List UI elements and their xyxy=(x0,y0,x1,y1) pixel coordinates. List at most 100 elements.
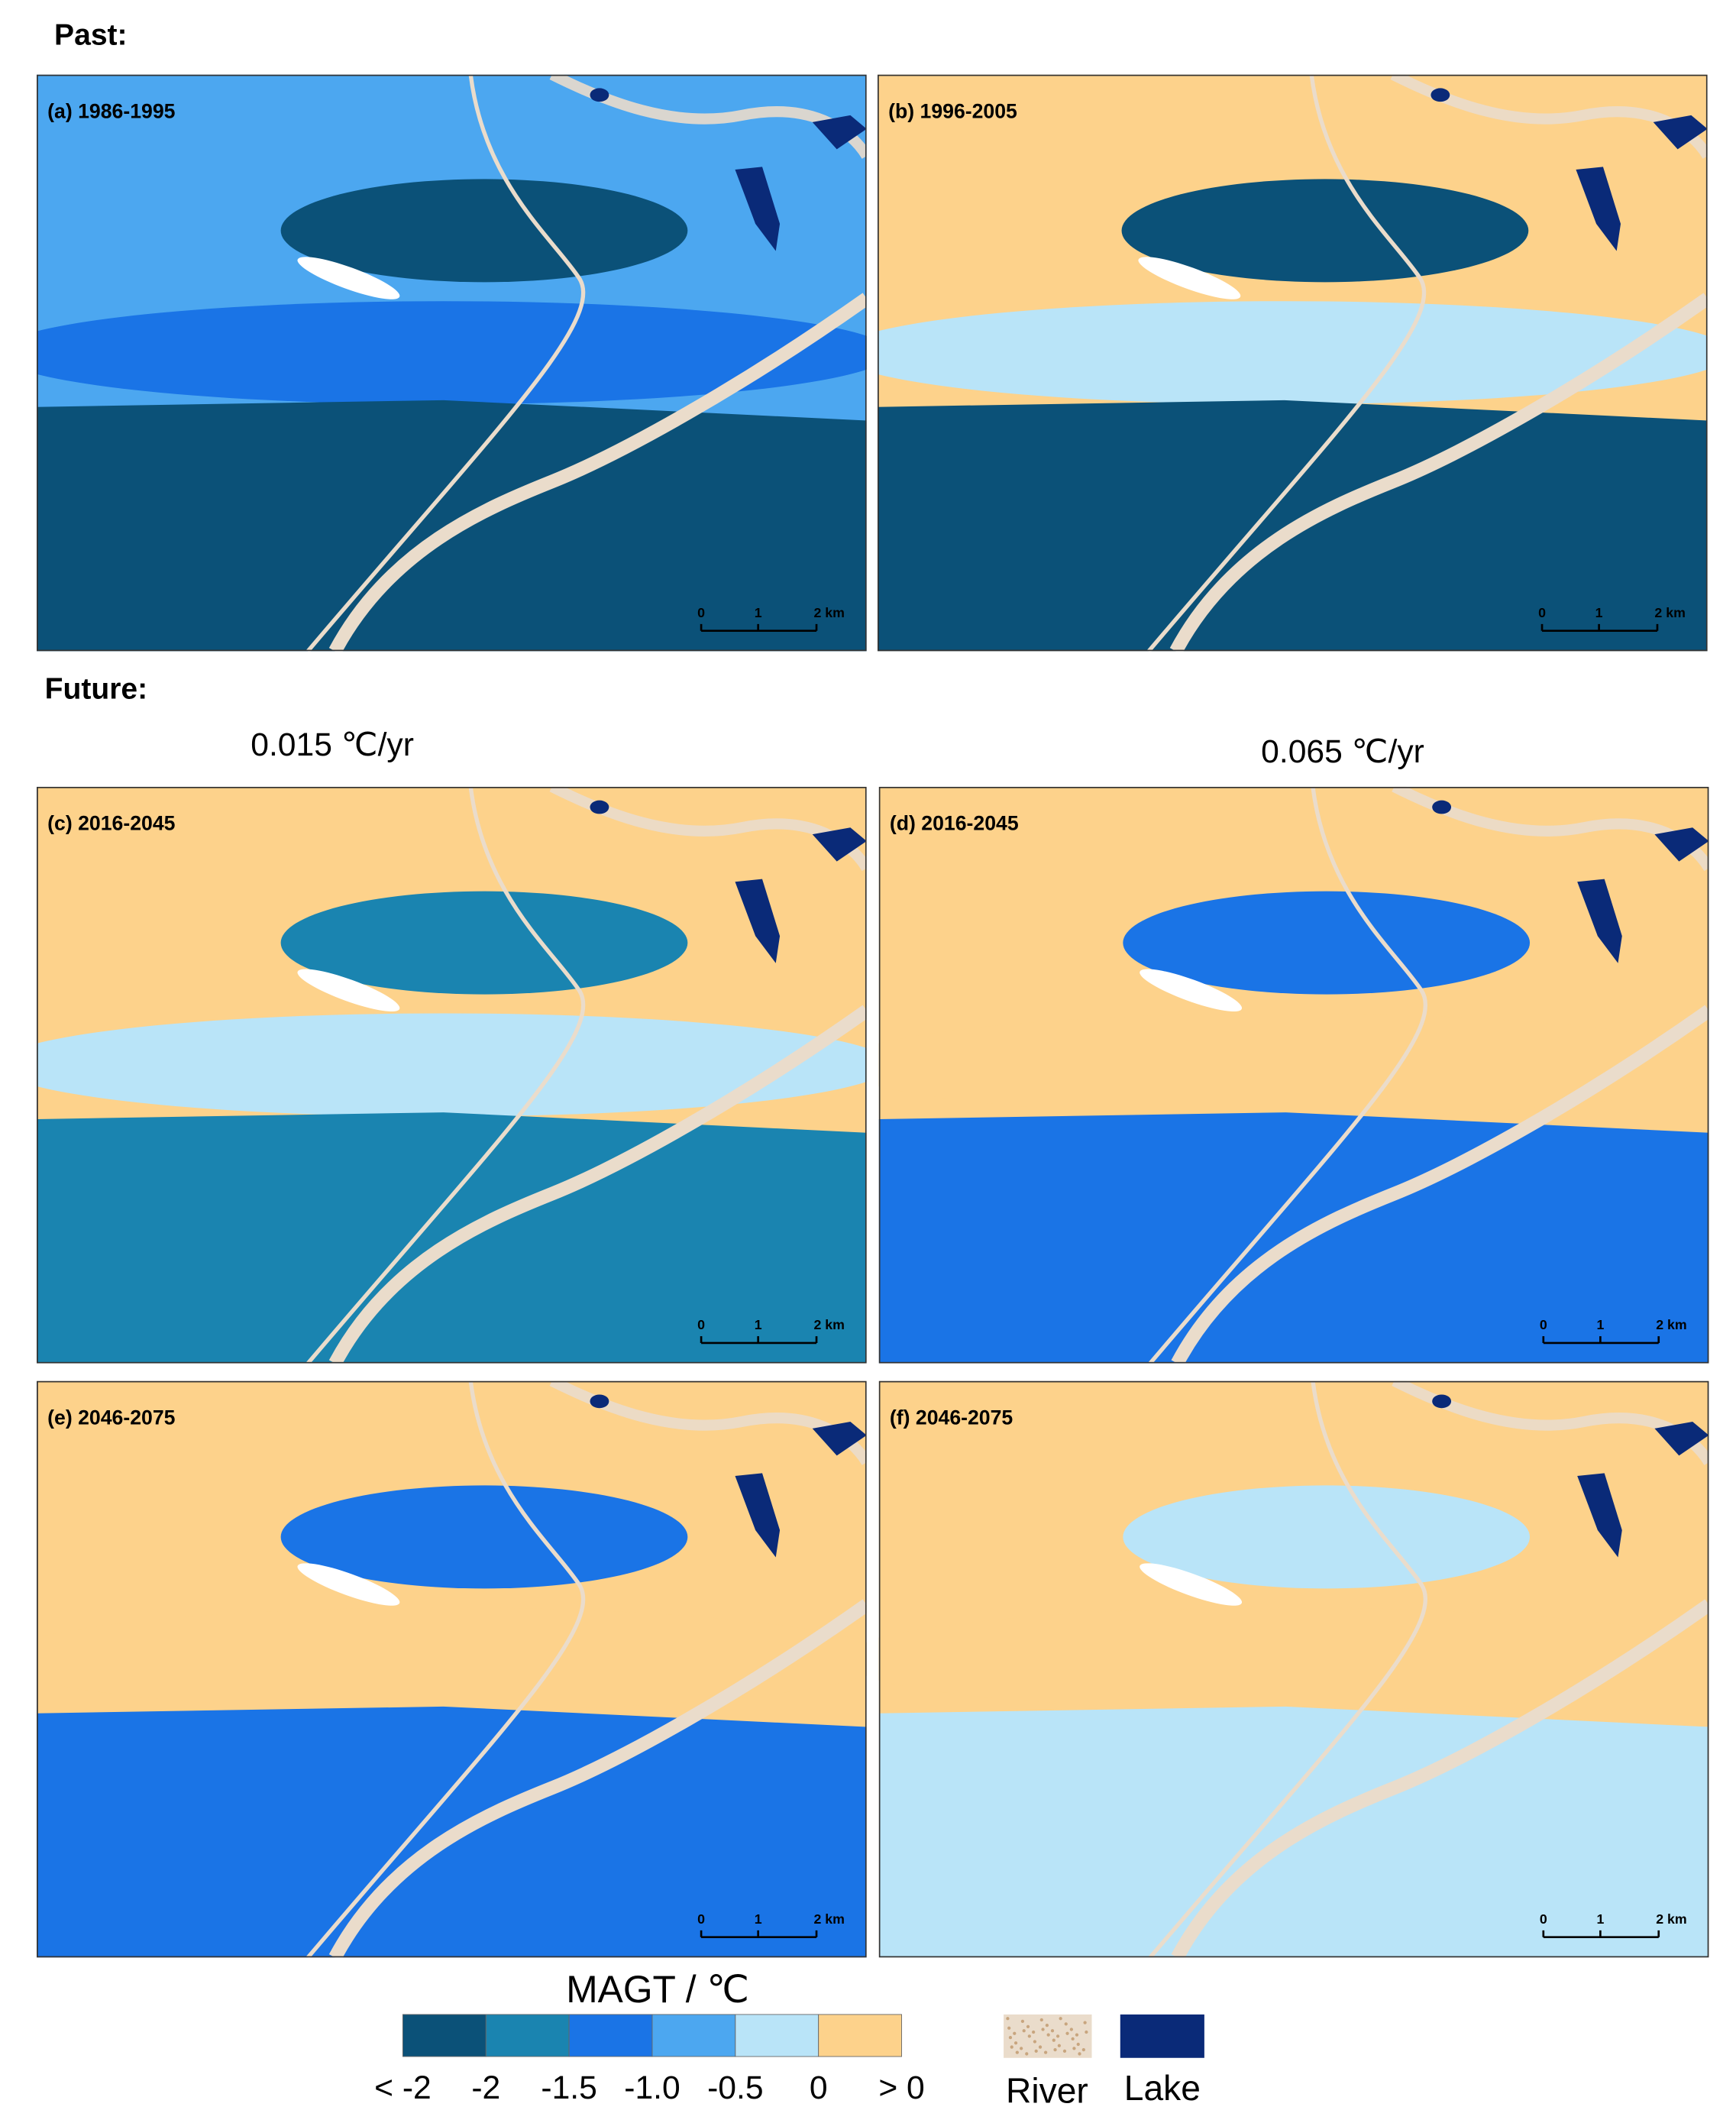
river-dot xyxy=(1050,2029,1055,2033)
lake xyxy=(1432,800,1452,814)
river-dot xyxy=(1081,2047,1085,2052)
scale-bar-label: 2 km xyxy=(813,1911,844,1927)
scenario-label: 0.015 ℃/yr xyxy=(251,727,414,763)
map-region xyxy=(1121,179,1529,283)
river-dot xyxy=(1085,2030,1088,2034)
river-dot xyxy=(1041,2028,1045,2031)
lake xyxy=(1431,88,1450,102)
panel-label: (f) 2046-2075 xyxy=(890,1406,1013,1429)
glacier xyxy=(1138,257,1241,299)
legend-swatch xyxy=(735,2014,820,2057)
river-dot xyxy=(1059,2017,1062,2021)
scale-bar-label: 0 xyxy=(697,1911,705,1927)
map-panel: (e) 2046-2075 0 1 2 km xyxy=(36,1380,867,1958)
legend-label: 0 xyxy=(810,2070,828,2106)
river-dot xyxy=(1057,2044,1062,2047)
map-region xyxy=(1123,891,1531,995)
river-dot xyxy=(1075,2033,1079,2037)
legend-swatch xyxy=(485,2014,570,2057)
river-dot xyxy=(1038,2045,1043,2049)
river xyxy=(328,1599,867,1958)
scale-bar-label: 0 xyxy=(1540,1911,1547,1927)
scale-bar-label: 1 xyxy=(1595,605,1603,620)
river xyxy=(306,786,586,1364)
lake xyxy=(735,1473,781,1558)
lake xyxy=(590,88,609,102)
panel-frame xyxy=(877,74,1708,652)
map-region xyxy=(1123,1485,1531,1589)
river-dot xyxy=(1043,2050,1048,2054)
lake xyxy=(590,800,609,814)
river-dot xyxy=(1056,2034,1060,2038)
lake xyxy=(1577,1473,1622,1558)
scale-bar-label: 0 xyxy=(697,1317,705,1332)
map-region xyxy=(280,179,688,283)
panel-frame xyxy=(878,1380,1709,1958)
map-region xyxy=(878,1607,1709,1711)
lake xyxy=(1654,1421,1709,1456)
legend-swatch xyxy=(568,2014,653,2057)
legend-title: MAGT / ℃ xyxy=(566,1968,749,2011)
river-dot xyxy=(1069,2028,1073,2031)
map-region xyxy=(36,1607,867,1711)
legend-swatch xyxy=(402,2014,487,2057)
river-dot xyxy=(1015,2050,1019,2054)
legend-label: -0.5 xyxy=(707,2070,763,2106)
map-region xyxy=(877,301,1708,405)
glacier xyxy=(297,257,400,299)
legend-label: < -2 xyxy=(374,2070,432,2106)
river-dot xyxy=(1013,2031,1017,2035)
river xyxy=(1148,1380,1427,1958)
panel-label: (d) 2016-2045 xyxy=(890,812,1019,835)
scale-bar-label: 2 km xyxy=(1656,1911,1686,1927)
river-dot xyxy=(1065,2031,1069,2035)
river-dot xyxy=(1046,2033,1050,2037)
glacier xyxy=(297,1563,400,1606)
river-dot xyxy=(1045,2024,1049,2028)
scale-bar-label: 1 xyxy=(1596,1317,1604,1332)
legend-swatch xyxy=(1120,2014,1204,2058)
river-dot xyxy=(1039,2018,1043,2022)
future-heading: Future: xyxy=(45,672,147,705)
river-dot xyxy=(1033,2040,1037,2044)
river xyxy=(306,1380,586,1958)
map-panel: (b) 1996-2005 0 1 2 km xyxy=(877,74,1708,652)
river-dot xyxy=(1022,2029,1026,2033)
river-dot xyxy=(1025,2052,1029,2056)
lake xyxy=(1576,167,1621,251)
glacier xyxy=(297,969,400,1011)
map-region xyxy=(36,301,867,405)
legend-label: Lake xyxy=(1124,2068,1201,2108)
river-dot xyxy=(1032,2030,1036,2034)
river-dot xyxy=(1008,2035,1013,2040)
river xyxy=(306,74,586,652)
river xyxy=(1147,74,1427,652)
legend-swatch xyxy=(651,2014,736,2057)
glacier xyxy=(1140,1563,1243,1606)
scale-bar-label: 2 km xyxy=(813,1317,844,1332)
river-dot xyxy=(1013,2041,1018,2045)
lake xyxy=(1432,1394,1452,1409)
panel-frame xyxy=(36,1380,867,1958)
map-panel: (f) 2046-2075 0 1 2 km xyxy=(878,1380,1709,1958)
legend-swatch xyxy=(818,2014,902,2057)
scale-bar-label: 1 xyxy=(1596,1911,1604,1927)
river-dot xyxy=(1072,2047,1076,2050)
river-dot xyxy=(1020,2019,1025,2023)
river xyxy=(1171,1599,1709,1958)
legend-label: River xyxy=(1006,2070,1088,2110)
river xyxy=(1148,786,1427,1364)
scale-bar-label: 2 km xyxy=(813,605,844,620)
lake xyxy=(812,1421,867,1456)
river-dot xyxy=(1020,2047,1023,2050)
river-dot xyxy=(1007,2026,1011,2030)
scale-bar-label: 0 xyxy=(697,605,705,620)
river-dot xyxy=(1064,2022,1068,2026)
panel-frame xyxy=(36,786,867,1364)
map-panel: (d) 2016-2045 0 1 2 km xyxy=(878,786,1709,1364)
legend-label: -2 xyxy=(471,2070,500,2106)
scale-bar-label: 1 xyxy=(755,1317,762,1332)
river xyxy=(1169,293,1708,652)
legend-label: -1.0 xyxy=(624,2070,680,2106)
